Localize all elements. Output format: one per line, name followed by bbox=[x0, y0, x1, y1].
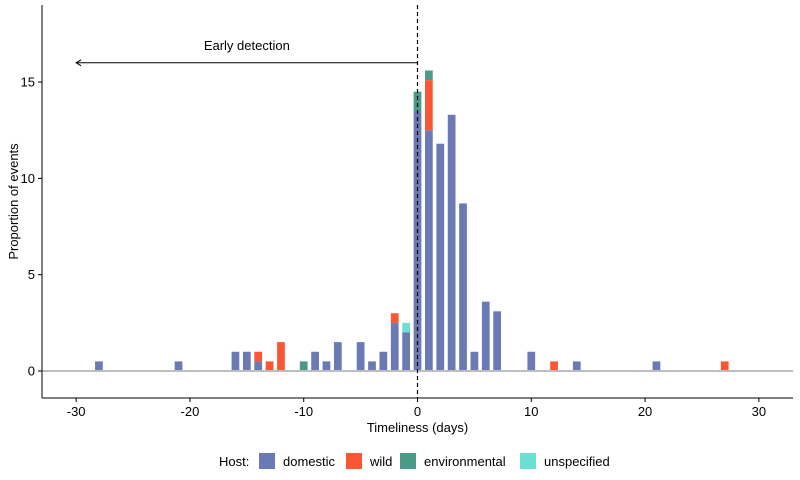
legend: Host: domestic wild environmental unspecifi… bbox=[219, 453, 610, 469]
bar-domestic-7 bbox=[493, 311, 502, 372]
bar-domestic-10 bbox=[527, 351, 536, 372]
bar-wild-m12 bbox=[277, 342, 285, 372]
bar-domestic-m9 bbox=[311, 351, 319, 372]
bar-domestic-m14 bbox=[254, 361, 263, 372]
bar-domestic-5 bbox=[470, 351, 479, 372]
bar-environmental-m10 bbox=[299, 361, 308, 372]
bar-wild-12 bbox=[550, 361, 558, 372]
bar-domestic-m28 bbox=[95, 361, 103, 372]
x-axis-title: Timeliness (days) bbox=[367, 420, 468, 435]
x-tick-label: -30 bbox=[67, 404, 86, 419]
x-tick-label: -10 bbox=[294, 404, 313, 419]
bar-domestic-m8 bbox=[322, 361, 331, 372]
bar-domestic-m3 bbox=[379, 351, 388, 372]
bar-domestic-6 bbox=[481, 301, 490, 372]
x-tick-label: -20 bbox=[181, 404, 200, 419]
legend-swatch-domestic bbox=[259, 453, 275, 469]
bar-domestic-21 bbox=[652, 361, 661, 372]
bar-domestic-1 bbox=[425, 130, 433, 372]
y-tick-label: 0 bbox=[28, 364, 35, 379]
legend-label-wild: wild bbox=[369, 454, 392, 469]
bar-domestic-4 bbox=[459, 203, 467, 372]
bar-domestic-m5 bbox=[356, 342, 365, 372]
bar-wild-m2 bbox=[390, 313, 399, 323]
bar-domestic-m7 bbox=[333, 342, 342, 372]
legend-label-environmental: environmental bbox=[424, 454, 506, 469]
bars-layer bbox=[95, 70, 729, 372]
bar-domestic-m21 bbox=[174, 361, 183, 372]
bar-domestic-3 bbox=[447, 114, 456, 372]
y-tick-label: 5 bbox=[28, 267, 35, 282]
bar-domestic-14 bbox=[572, 361, 581, 372]
bar-domestic-m15 bbox=[242, 351, 251, 372]
x-tick-label: 20 bbox=[638, 404, 652, 419]
bar-environmental-1 bbox=[425, 70, 433, 81]
legend-title: Host: bbox=[219, 454, 249, 469]
bar-unspecified-m1 bbox=[402, 322, 410, 333]
legend-swatch-unspecified bbox=[520, 453, 536, 469]
bar-domestic-2 bbox=[436, 143, 445, 372]
bar-domestic-m16 bbox=[231, 351, 240, 372]
x-tick-label: 10 bbox=[524, 404, 538, 419]
bar-wild-1 bbox=[425, 80, 433, 131]
legend-label-unspecified: unspecified bbox=[544, 454, 610, 469]
early-detection-label: Early detection bbox=[204, 38, 290, 53]
bar-wild-27 bbox=[720, 361, 729, 372]
arrow-head bbox=[75, 59, 82, 67]
legend-label-domestic: domestic bbox=[283, 454, 336, 469]
x-axis-ticks: -30 -20 -10 0 10 20 30 bbox=[67, 398, 766, 419]
y-axis-title: Proportion of events bbox=[6, 143, 21, 260]
x-tick-label: 0 bbox=[414, 404, 421, 419]
bar-environmental-0 bbox=[413, 91, 422, 111]
legend-swatch-environmental bbox=[400, 453, 416, 469]
bar-domestic-m2 bbox=[390, 322, 399, 372]
bar-wild-m13 bbox=[265, 361, 274, 372]
bar-domestic-m4 bbox=[368, 361, 376, 372]
y-tick-label: 10 bbox=[21, 171, 35, 186]
bar-wild-m14 bbox=[254, 351, 263, 362]
bar-domestic-0 bbox=[413, 110, 422, 372]
y-axis-ticks: 0 5 10 15 bbox=[21, 75, 42, 379]
y-tick-label: 15 bbox=[21, 75, 35, 90]
legend-swatch-wild bbox=[346, 453, 362, 469]
bar-domestic-m1 bbox=[402, 332, 410, 372]
x-tick-label: 30 bbox=[752, 404, 766, 419]
